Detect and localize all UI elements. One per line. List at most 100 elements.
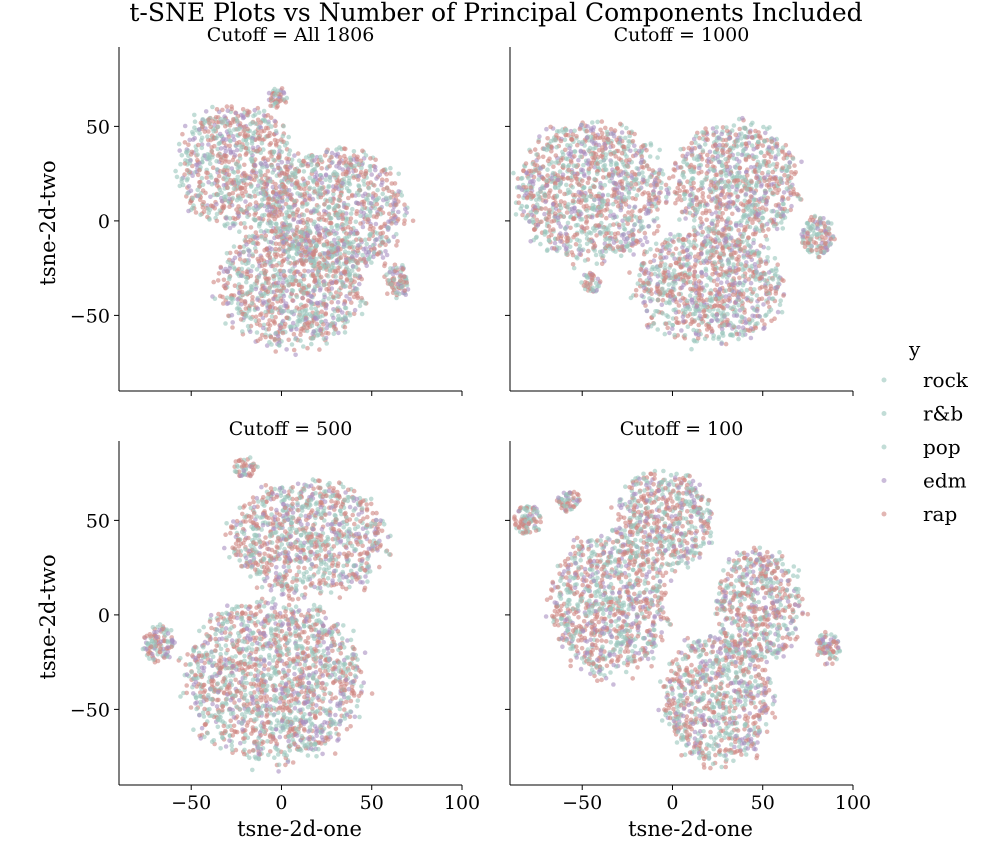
data-point (334, 327, 339, 332)
data-point (583, 152, 588, 157)
data-point (248, 329, 253, 334)
data-point (574, 242, 579, 247)
data-point (585, 208, 590, 213)
data-point (228, 138, 233, 143)
data-point (553, 138, 558, 143)
data-point (740, 116, 745, 121)
data-point (343, 330, 348, 335)
data-point (281, 286, 286, 291)
data-point (748, 225, 753, 230)
data-point (237, 311, 242, 316)
data-point (608, 238, 613, 243)
data-point (545, 167, 550, 172)
data-point (335, 213, 340, 218)
data-point (653, 195, 658, 200)
data-point (227, 160, 232, 165)
data-point (257, 318, 262, 323)
data-point (633, 178, 638, 183)
data-point (765, 237, 770, 242)
data-point (319, 158, 324, 163)
data-point (201, 200, 206, 205)
data-point (604, 216, 609, 221)
data-point (327, 164, 332, 169)
data-point (566, 168, 571, 173)
data-point (378, 226, 383, 231)
data-point (308, 229, 313, 234)
data-point (353, 308, 358, 313)
data-point (266, 322, 271, 327)
data-point (217, 174, 222, 179)
data-point (227, 197, 232, 202)
data-point (344, 316, 349, 321)
data-point (237, 181, 242, 186)
data-point (574, 223, 579, 228)
data-point (573, 233, 578, 238)
data-point (201, 183, 206, 188)
data-point (727, 136, 732, 141)
data-point (343, 249, 348, 254)
data-point (561, 152, 566, 157)
data-point (595, 120, 600, 125)
data-point (204, 109, 209, 114)
data-point (309, 294, 314, 299)
data-point (699, 220, 704, 225)
data-point (350, 207, 355, 212)
data-point (756, 169, 761, 174)
data-point (604, 167, 609, 172)
data-point (633, 222, 638, 227)
data-point (315, 183, 320, 188)
data-point (380, 180, 385, 185)
data-point (557, 246, 562, 251)
data-point (547, 224, 552, 229)
data-point (242, 221, 247, 226)
data-point (297, 315, 302, 320)
data-point (340, 217, 345, 222)
data-point (697, 166, 702, 171)
data-point (222, 195, 227, 200)
data-point (261, 292, 266, 297)
data-point (262, 192, 267, 197)
data-point (739, 136, 744, 141)
data-point (633, 153, 638, 158)
data-point (601, 175, 606, 180)
data-point (613, 154, 618, 159)
data-point (259, 229, 264, 234)
data-point (749, 123, 754, 128)
data-point (266, 169, 271, 174)
data-point (335, 294, 340, 299)
data-point (750, 135, 755, 140)
data-point (381, 231, 386, 236)
data-point (355, 249, 360, 254)
data-point (789, 184, 794, 189)
data-point (259, 258, 264, 263)
data-point (723, 157, 728, 162)
data-point (598, 160, 603, 165)
data-point (725, 204, 730, 209)
data-point (282, 171, 287, 176)
data-point (590, 161, 595, 166)
data-point (572, 129, 577, 134)
data-point (235, 306, 240, 311)
data-point (553, 185, 558, 190)
data-point (319, 309, 324, 314)
data-point (328, 178, 333, 183)
data-point (737, 127, 742, 132)
data-point (530, 213, 535, 218)
data-point (287, 254, 292, 259)
data-point (514, 212, 519, 217)
data-point (213, 296, 218, 301)
data-point (276, 334, 281, 339)
data-point (528, 180, 533, 185)
data-point (705, 203, 710, 208)
data-point (278, 305, 283, 310)
data-point (787, 160, 792, 165)
data-point (311, 197, 316, 202)
data-point (202, 120, 207, 125)
data-point (235, 148, 240, 153)
data-point (664, 183, 669, 188)
data-point (225, 251, 230, 256)
data-point (528, 149, 533, 154)
data-point (546, 159, 551, 164)
data-point (707, 209, 712, 214)
data-point (624, 158, 629, 163)
